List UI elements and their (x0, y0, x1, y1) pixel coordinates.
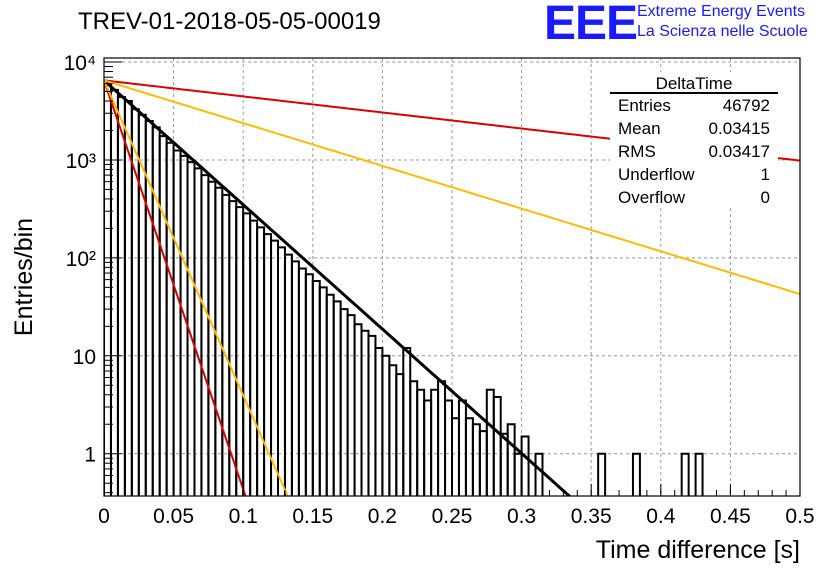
histogram-bin (478, 430, 488, 496)
x-tick-label: 0.35 (571, 505, 612, 528)
histogram-bin (165, 141, 175, 496)
histogram-bin (283, 253, 293, 496)
stats-value-entries: 46792 (723, 96, 770, 115)
chart-title: TREV-01-2018-05-05-00019 (78, 8, 381, 35)
histogram-bin (416, 388, 426, 496)
plot-area (104, 79, 800, 496)
x-tick-label: 0 (98, 505, 110, 528)
histogram-bin (457, 399, 467, 496)
fit-curve (104, 79, 572, 496)
x-tick-label: 0.4 (646, 505, 676, 528)
histogram-bin (123, 100, 133, 496)
histogram-bin (680, 452, 690, 496)
stats-label-mean: Mean (618, 119, 661, 138)
histogram-bin (437, 380, 447, 496)
y-axis-title: Entries/bin (10, 218, 38, 336)
histogram-bin (130, 108, 140, 496)
histogram-bin (513, 452, 523, 496)
histogram-bin (263, 233, 273, 496)
x-axis-title: Time difference [s] (596, 536, 800, 564)
yellow-fast-curve (104, 79, 289, 496)
histogram-bin (186, 161, 196, 496)
stats-value-underflow: 1 (761, 165, 770, 184)
histogram-bin (464, 417, 474, 496)
histogram-bin (158, 135, 168, 496)
x-tick-label: 0.15 (292, 505, 333, 528)
axis-ticks: 0 0.05 0.1 0.15 0.2 0.25 0.3 0.35 0.4 0.45 0.51101… (64, 52, 815, 528)
stats-value-mean: 0.03415 (709, 119, 770, 138)
histogram-bin (214, 186, 224, 496)
stats-value-rms: 0.03417 (709, 142, 770, 161)
histogram-bin (339, 308, 349, 496)
histogram-bin (207, 180, 217, 496)
x-tick-label: 0.2 (368, 505, 397, 528)
stats-label-entries: Entries (618, 96, 671, 115)
stats-box: DeltaTime Entries 46792 Mean 0.03415 RMS… (610, 72, 778, 207)
stats-label-overflow: Overflow (618, 188, 686, 207)
stats-label-underflow: Underflow (618, 165, 695, 184)
histogram-bin (353, 323, 363, 496)
eee-logo: EEE (544, 0, 638, 50)
histogram-bin (444, 399, 453, 496)
histogram-bin (499, 432, 509, 496)
histogram-bin (534, 452, 544, 496)
histogram-bin (172, 149, 182, 496)
histogram-bin (104, 81, 112, 496)
logo-text-line-2: La Scienza nelle Scuole (637, 23, 808, 40)
histogram-bin (346, 314, 356, 496)
histogram-bin (451, 417, 460, 496)
histogram-bin (520, 435, 530, 496)
histogram-bin (492, 395, 502, 496)
histogram-bin (471, 423, 481, 496)
y-tick-label: 10⁴ (64, 52, 96, 75)
histogram-bin (256, 226, 266, 496)
histogram-bin (137, 113, 147, 496)
histogram-bin (270, 239, 279, 496)
x-tick-label: 0.5 (785, 505, 814, 528)
histogram-bin (116, 95, 126, 496)
stats-value-overflow: 0 (761, 188, 770, 207)
histogram-bin (485, 388, 495, 496)
logo-text-line-1: Extreme Energy Events (637, 3, 806, 20)
histogram-bin (694, 452, 704, 496)
histogram-bin (423, 399, 433, 496)
x-tick-label: 0.1 (229, 505, 258, 528)
red-fast-curve (104, 80, 247, 496)
histogram-bin (200, 174, 210, 496)
y-tick-label: 1 (84, 444, 96, 467)
histogram-bin (332, 300, 342, 496)
y-tick-label: 10³ (66, 150, 96, 173)
histogram-bin (597, 452, 607, 496)
axis-labels: Time difference [s] Entries/bin (10, 218, 800, 564)
histogram-bin (409, 380, 419, 496)
histogram-bin (221, 193, 231, 496)
stats-label-rms: RMS (618, 142, 656, 161)
y-tick-label: 10 (73, 346, 96, 369)
x-tick-label: 0.3 (507, 505, 536, 528)
histogram-bin (402, 347, 412, 496)
y-tick-label: 10² (66, 248, 96, 271)
histogram-bin (277, 246, 286, 496)
x-tick-label: 0.05 (153, 505, 194, 528)
yellow-slow-curve (104, 79, 800, 296)
histogram-bin (395, 373, 405, 496)
histogram-bin (430, 388, 440, 496)
histogram-bin (631, 452, 641, 496)
x-tick-label: 0.25 (432, 505, 473, 528)
stats-box-title: DeltaTime (656, 74, 733, 93)
x-tick-label: 0.45 (710, 505, 751, 528)
